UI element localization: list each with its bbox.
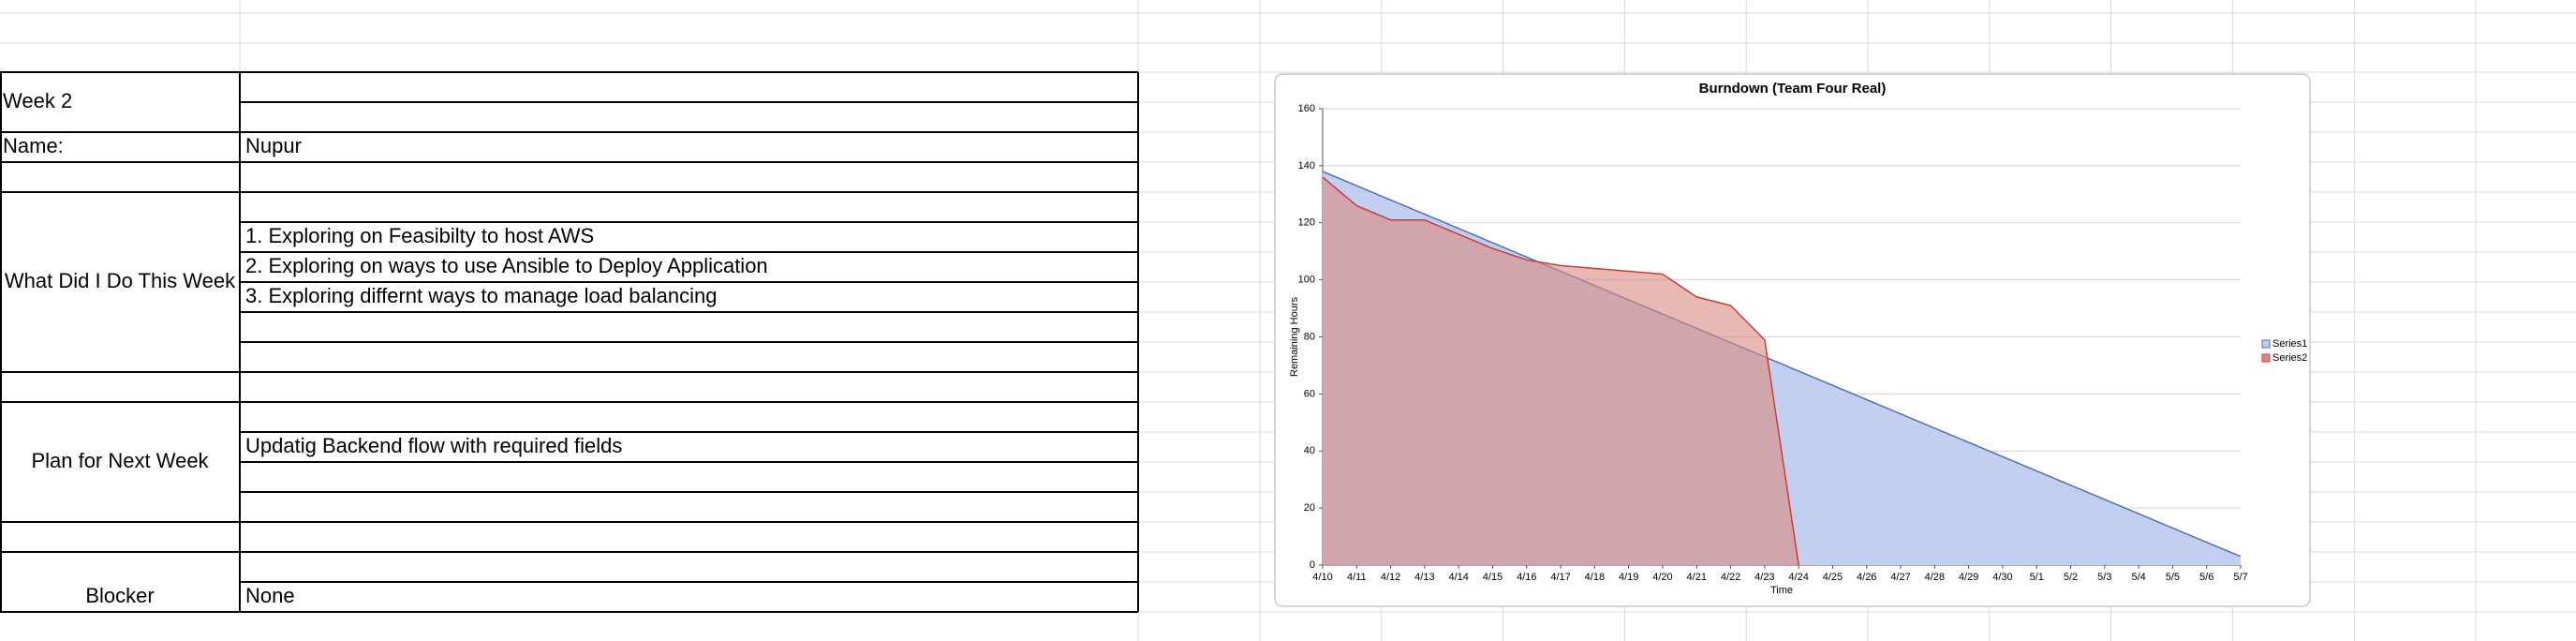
y-axis-label: Remaining Hours (1289, 297, 1300, 377)
x-tick-label: 4/19 (1619, 572, 1638, 583)
x-tick-label: 4/12 (1381, 572, 1400, 583)
x-tick-label: 4/24 (1788, 572, 1808, 583)
cell-text: Updatig Backend flow with required field… (245, 434, 622, 457)
x-tick-label: 4/27 (1890, 572, 1910, 583)
x-tick-label: 5/5 (2166, 572, 2180, 583)
cell-text: Name: (3, 134, 64, 157)
y-tick-label: 0 (1310, 559, 1315, 571)
x-tick-label: 5/6 (2199, 572, 2213, 583)
cell-text: 2. Exploring on ways to use Ansible to D… (245, 254, 768, 277)
y-tick-label: 120 (1298, 217, 1315, 229)
x-tick-label: 4/13 (1414, 572, 1434, 583)
x-tick-label: 5/1 (2030, 572, 2044, 583)
x-tick-label: 4/25 (1823, 572, 1843, 583)
legend-swatch (2261, 353, 2271, 363)
x-tick-label: 4/29 (1959, 572, 1978, 583)
x-tick-label: 4/20 (1652, 572, 1672, 583)
y-tick-label: 100 (1298, 275, 1315, 286)
chart-title: Burndown (Team Four Real) (1699, 81, 1887, 97)
x-tick-label: 4/15 (1483, 572, 1503, 583)
legend-label: Series2 (2273, 352, 2307, 364)
cell-text: What Did I Do This Week (5, 269, 236, 292)
cell-text: Blocker (85, 584, 154, 607)
y-tick-label: 140 (1298, 160, 1315, 171)
x-tick-label: 4/28 (1925, 572, 1945, 583)
y-tick-label: 160 (1298, 103, 1315, 114)
x-tick-label: 4/18 (1585, 572, 1605, 583)
line (1322, 176, 1799, 566)
y-tick-label: 80 (1304, 331, 1315, 342)
cell-text: None (245, 584, 295, 607)
x-tick-label: 4/16 (1517, 572, 1536, 583)
cell-text: Nupur (245, 134, 302, 157)
x-axis-label: Time (1770, 585, 1793, 596)
x-tick-label: 4/23 (1754, 572, 1774, 583)
legend-label: Series1 (2273, 338, 2307, 350)
y-tick-label: 60 (1304, 388, 1315, 399)
x-tick-label: 4/10 (1312, 572, 1332, 583)
x-tick-label: 4/30 (1992, 572, 2012, 583)
line (1322, 171, 2242, 558)
cell-text: 3. Exploring differnt ways to manage loa… (245, 284, 717, 307)
cell-text: Week 2 (3, 89, 72, 112)
x-tick-label: 4/26 (1857, 572, 1876, 583)
x-tick-label: 4/14 (1448, 572, 1468, 583)
area (1323, 177, 1799, 566)
x-tick-label: 4/17 (1550, 572, 1570, 583)
legend-swatch (2261, 339, 2271, 349)
x-tick-label: 4/21 (1687, 572, 1707, 583)
x-tick-label: 5/3 (2097, 572, 2111, 583)
y-tick-label: 40 (1304, 445, 1315, 456)
x-tick-label: 5/4 (2131, 572, 2145, 583)
cell-text: Plan for Next Week (31, 449, 209, 472)
y-tick-label: 20 (1304, 502, 1315, 514)
x-tick-label: 5/2 (2064, 572, 2078, 583)
cell-text: 1. Exploring on Feasibilty to host AWS (245, 224, 594, 247)
x-tick-label: 4/11 (1347, 572, 1367, 583)
x-tick-label: 5/7 (2233, 572, 2247, 583)
x-tick-label: 4/22 (1721, 572, 1740, 583)
